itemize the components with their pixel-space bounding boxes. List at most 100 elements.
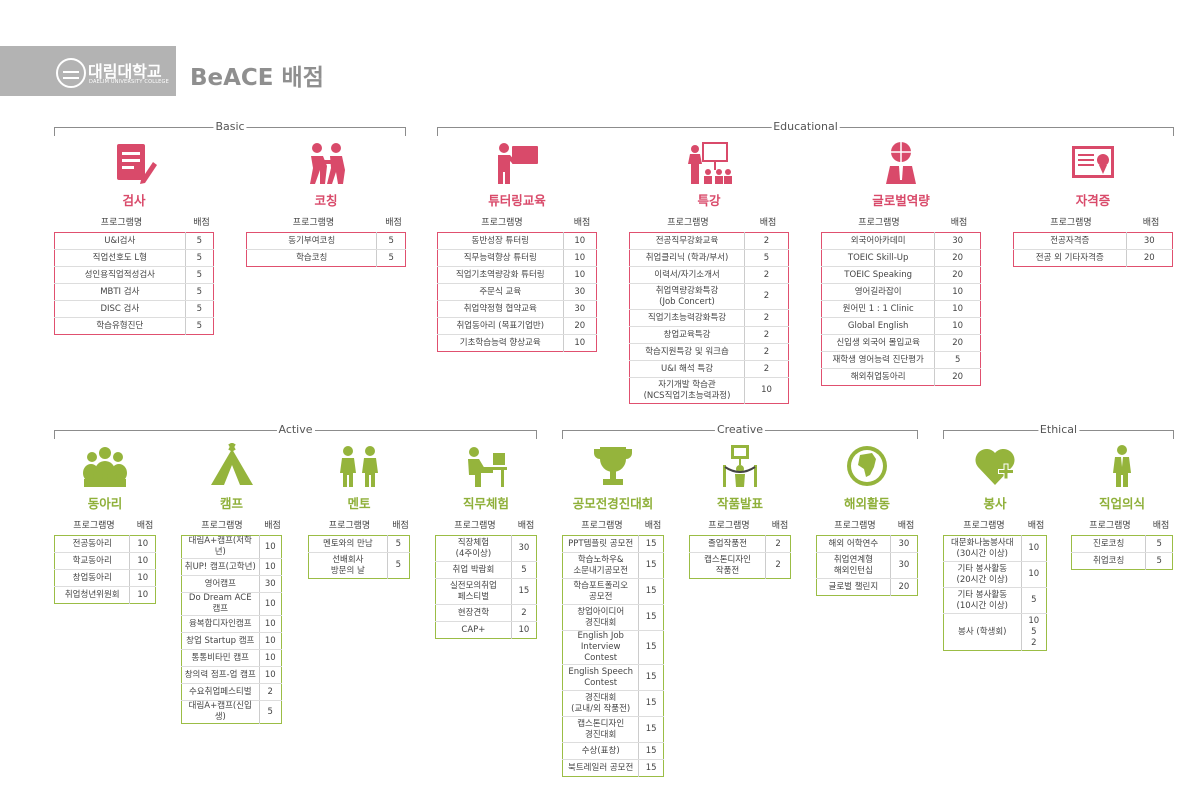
column-header-score: 배점: [759, 218, 777, 228]
program-score-line: 5: [196, 252, 203, 263]
program-name: 전공직무강화교육: [629, 232, 745, 250]
column-header-score: 배점: [136, 521, 154, 531]
program-score: 2: [765, 535, 791, 553]
program-name: 학습유형진단: [55, 318, 186, 335]
program-score: 20: [562, 317, 597, 335]
section-title: 봉사: [983, 496, 1007, 511]
table-row: English Speech Contest 15: [562, 664, 664, 691]
column-header-program: 프로그램명: [963, 521, 1005, 531]
program-name: 경진대회 (교내/외 작품전): [562, 690, 639, 717]
table-row: CAP+ 10: [436, 621, 537, 639]
program-score-line: 10: [1028, 543, 1040, 553]
program-name: CAP+: [436, 622, 512, 639]
program-score: 15: [638, 690, 664, 717]
program-score-line: 2: [1031, 637, 1037, 648]
table-row: 취업클리닉 (학과/부서) 5: [629, 249, 789, 267]
table-row: 북트레일러 공모전 15: [563, 759, 664, 777]
column-header-program: 프로그램명: [834, 521, 876, 531]
program-name: 직업기초능력강화특강: [629, 309, 745, 327]
table-row: 취업역량강화특강 (Job Concert) 2: [629, 283, 789, 310]
program-score: 5: [184, 283, 214, 301]
program-name: 직업기초역량강화 튜터링: [437, 266, 564, 284]
program-score: 10: [744, 377, 789, 404]
program-score: 20: [934, 266, 981, 284]
program-name: Do Dream ACE 캠프: [181, 592, 260, 616]
column-header-score: 배점: [644, 521, 662, 531]
section-title: 공모전경진대회: [572, 496, 654, 511]
program-name: 학습포트폴리오 공모전: [562, 578, 639, 605]
table-row: 자기개발 학습관 (NCS직업기초능력과정) 10: [630, 377, 789, 404]
program-name-line: 취업역량강화특강: [655, 285, 719, 296]
table-row: 영어캠프 30: [181, 575, 282, 593]
program-name-line: 주문식 교육: [479, 286, 522, 297]
program-name: 실전모의취업 페스티벌: [435, 578, 512, 605]
program-score: 5: [1145, 552, 1173, 570]
program-name: 북트레일러 공모전: [563, 760, 639, 777]
program-score-line: 15: [645, 672, 657, 682]
table-row: 학습노하우& 소문내기공모전 15: [562, 552, 664, 579]
program-score-line: 5: [395, 538, 402, 549]
program-score: 20: [1125, 249, 1173, 267]
program-name-line: (10시간 이상): [956, 600, 1008, 611]
program-name: 원어민 1 : 1 Clinic: [821, 300, 935, 318]
program-name: 기타 봉사활동 (10시간 이상): [943, 587, 1022, 614]
program-score-line: 20: [898, 581, 910, 592]
program-table: 동기부여코칭 5 학습코칭 5: [246, 232, 406, 267]
program-name: 취업코칭: [1072, 553, 1146, 570]
program-score: 10: [934, 283, 981, 301]
program-name: 글로벌 챌린지: [817, 579, 891, 596]
program-name-line: Interview Contest: [580, 642, 621, 663]
program-name-line: 경진대회: [585, 729, 617, 740]
program-name-line: 취업연계형: [833, 554, 873, 565]
table-row: 융복합디자인캠프 10: [181, 615, 282, 633]
program-score-line: 10: [574, 337, 586, 348]
program-score: 30: [889, 552, 918, 579]
program-name-line: Do Dream ACE 캠프: [188, 593, 252, 614]
program-table: 해외 어학연수 30 취업연계형 해외인턴십 30 글로벌 챌린지 20: [816, 535, 918, 596]
program-score-line: 15: [645, 538, 657, 549]
program-score: 5: [386, 552, 410, 579]
program-table: 대림A+캠프(저학년) 10 취UP! 캠프(고학년) 10 영어캠프 30 Do Drea…: [181, 535, 282, 724]
table-row: U&I검사 5: [54, 232, 214, 250]
program-score: 10: [129, 552, 156, 570]
program-name-line: 직장체험: [457, 537, 490, 548]
program-score: 2: [744, 360, 789, 378]
table-row: 캡스톤디자인 작품전 2: [690, 552, 791, 579]
program-score: 10: [129, 586, 156, 604]
program-name-line: 전공자격증: [1050, 235, 1090, 246]
table-row: 동반성장 튜터링 10: [437, 232, 597, 250]
column-header-program: 프로그램명: [1050, 218, 1092, 228]
program-name: 이력서/자기소개서: [629, 266, 745, 284]
program-name-line: 융복합디자인캠프: [188, 618, 252, 629]
program-score: 5: [386, 535, 410, 553]
program-score: 10 5 2: [1020, 613, 1047, 651]
table-row: 학습코칭 5: [247, 249, 406, 267]
program-score: 5: [376, 232, 406, 250]
program-name-line: 캡스톤디자인: [577, 718, 625, 729]
section-title: 코칭: [314, 193, 338, 208]
program-name: 대문화나눔봉사대 (30시간 이상): [943, 535, 1022, 562]
table-row: 재학생 영어능력 진단평가 5: [821, 351, 981, 369]
program-name: TOEIC Skill-Up: [821, 249, 935, 267]
program-score: 15: [638, 759, 664, 777]
table-row: 신입생 외국어 몰입교육 20: [821, 334, 981, 352]
program-score-line: 15: [518, 586, 530, 596]
program-score-line: 10: [264, 652, 276, 663]
program-name: U&I검사: [54, 232, 186, 250]
program-score: 30: [934, 232, 981, 250]
program-score-line: 10: [574, 269, 586, 280]
program-name: 자기개발 학습관 (NCS직업기초능력과정): [630, 378, 745, 404]
program-score-line: 10: [137, 589, 149, 600]
mentor-people-icon: [340, 446, 378, 487]
table-row: 창업동아리 10: [54, 569, 156, 587]
table-row: 취UP! 캠프(고학년) 10: [181, 558, 282, 576]
group-label: Educational: [771, 120, 840, 133]
section-title: 자격증: [1075, 193, 1111, 208]
program-name: 선배회사 방문의 날: [309, 553, 388, 579]
program-score: 20: [934, 368, 981, 386]
table-row: 취업동아리 (목표기업반) 20: [437, 317, 597, 335]
program-name: 수요취업페스티벌: [181, 683, 260, 701]
program-score: 2: [744, 343, 789, 361]
program-name: 취업역량강화특강 (Job Concert): [629, 283, 745, 310]
program-table: 멘토와의 만남 5 선배회사 방문의 날 5: [308, 535, 410, 579]
